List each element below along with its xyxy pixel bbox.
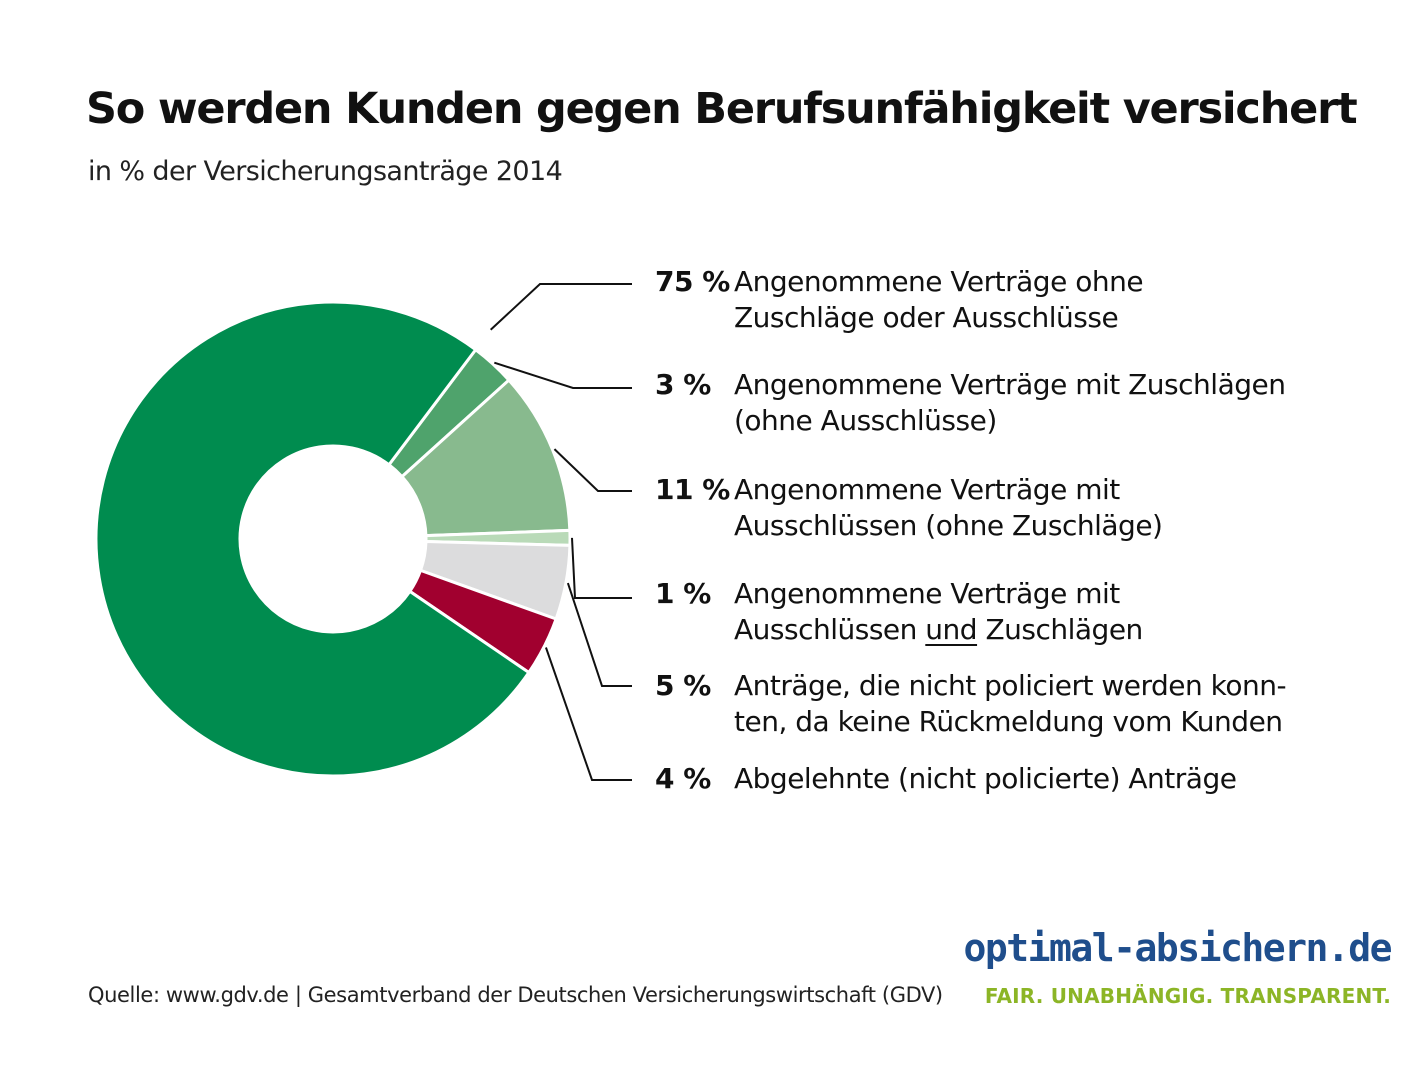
legend-label-5: Abgelehnte (nicht policierte) Anträge	[734, 761, 1344, 797]
leader-line-3	[570, 537, 632, 599]
legend-label-3-line1: Angenommene Verträge mit	[734, 577, 1120, 610]
chart-title: So werden Kunden gegen Berufsunfähigkeit…	[86, 84, 1358, 134]
legend-label-2-line2: Ausschlüssen (ohne Zuschläge)	[734, 509, 1163, 542]
legend-label-3: Angenommene Verträge mit Ausschlüssen un…	[734, 576, 1344, 648]
brand-tagline: FAIR. UNABHÄNGIG. TRANSPARENT.	[984, 984, 1391, 1008]
legend-label-4: Anträge, die nicht policiert werden konn…	[734, 668, 1344, 740]
legend-label-0-line1: Angenommene Verträge ohne	[734, 265, 1144, 298]
legend-label-4-line2: ten, da keine Rückmeldung vom Kunden	[734, 705, 1283, 738]
legend-label-5-line1: Abgelehnte (nicht policierte) Anträge	[734, 762, 1237, 795]
leader-line-4	[566, 582, 632, 687]
leader-line-1	[494, 361, 632, 389]
legend-label-3-line2: Ausschlüssen und Zuschlägen	[734, 612, 1344, 648]
legend-value-4: 5 %	[655, 669, 711, 702]
legend-value-3: 1 %	[655, 577, 711, 610]
legend-label-2-line1: Angenommene Verträge mit	[734, 473, 1120, 506]
legend-label-3-line2-underlined: und	[925, 613, 978, 646]
legend-label-1-line1: Angenommene Verträge mit Zuschlägen	[734, 368, 1286, 401]
legend-label-1: Angenommene Verträge mit Zuschlägen (ohn…	[734, 367, 1344, 439]
legend-value-0: 75 %	[655, 265, 730, 298]
donut-slice-0	[94, 300, 531, 778]
leader-line-5	[545, 647, 632, 781]
legend-label-3-line2-a: Ausschlüssen	[734, 613, 926, 646]
leader-line-0	[489, 283, 632, 331]
source-note: Quelle: www.gdv.de | Gesamtverband der D…	[88, 983, 943, 1007]
legend-value-2: 11 %	[655, 473, 730, 506]
legend-value-5: 4 %	[655, 762, 711, 795]
leader-lines	[489, 283, 632, 781]
chart-subtitle: in % der Versicherungsanträge 2014	[88, 156, 563, 187]
leader-line-2	[553, 448, 632, 492]
legend-label-0-line2: Zuschläge oder Ausschlüsse	[734, 301, 1119, 334]
legend-value-1: 3 %	[655, 368, 711, 401]
legend-label-3-line2-b: Zuschlägen	[977, 613, 1143, 646]
donut-slices	[94, 300, 572, 778]
legend-label-1-line2: (ohne Ausschlüsse)	[734, 404, 997, 437]
brand-logo: optimal-absichern.de	[963, 926, 1392, 970]
legend-label-2: Angenommene Verträge mit Ausschlüssen (o…	[734, 472, 1344, 544]
legend-label-4-line1: Anträge, die nicht policiert werden konn…	[734, 669, 1287, 702]
legend-label-0: Angenommene Verträge ohne Zuschläge oder…	[734, 264, 1344, 336]
